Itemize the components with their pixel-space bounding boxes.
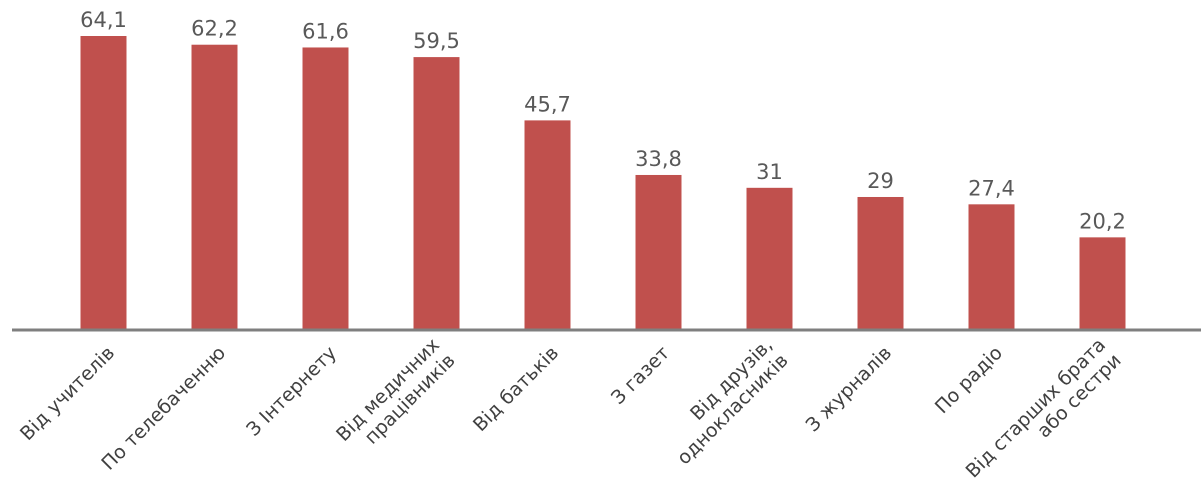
category-label-4: Від батьків (469, 342, 563, 436)
value-label-4: 45,7 (524, 92, 571, 116)
bar-1 (191, 44, 238, 330)
value-label-3: 59,5 (413, 29, 460, 53)
value-label-1: 62,2 (191, 17, 238, 41)
value-label-2: 61,6 (302, 19, 349, 43)
category-label-3: Від медичнихпрацівників (332, 334, 459, 461)
category-label-line: З журналів (802, 342, 896, 436)
value-label-0: 64,1 (80, 8, 127, 32)
bar-4 (524, 120, 571, 331)
category-label-line: По телебаченню (97, 342, 230, 475)
value-label-7: 29 (867, 169, 894, 193)
bars-group (80, 36, 1126, 331)
value-label-8: 27,4 (968, 176, 1015, 200)
bar-7 (857, 196, 904, 330)
category-label-line: Від батьків (469, 342, 563, 436)
bar-8 (968, 204, 1015, 330)
category-label-5: З газет (607, 342, 674, 409)
category-label-line: З Інтернету (242, 342, 341, 441)
category-label-1: По телебаченню (97, 342, 230, 475)
bar-6 (746, 187, 793, 330)
category-label-6: Від друзів,однокласників (657, 334, 792, 469)
category-label-line: Від учителів (16, 342, 119, 445)
bar-0 (80, 36, 127, 330)
value-label-6: 31 (756, 160, 783, 184)
category-label-8: По радіо (931, 342, 1007, 418)
value-label-9: 20,2 (1079, 209, 1126, 233)
bar-2 (302, 47, 349, 330)
bar-3 (413, 57, 460, 330)
bar-9 (1079, 237, 1126, 330)
value-labels-group: 64,1 62,2 61,6 59,5 45,7 33,8 31 29 27,4 20,2 (80, 8, 1126, 233)
category-label-line: По радіо (931, 342, 1007, 418)
value-label-5: 33,8 (635, 147, 682, 171)
category-label-2: З Інтернету (242, 342, 341, 441)
bar-5 (635, 174, 682, 330)
category-label-7: З журналів (802, 342, 896, 436)
category-label-0: Від учителів (16, 342, 119, 445)
category-label-line: З газет (607, 342, 674, 409)
